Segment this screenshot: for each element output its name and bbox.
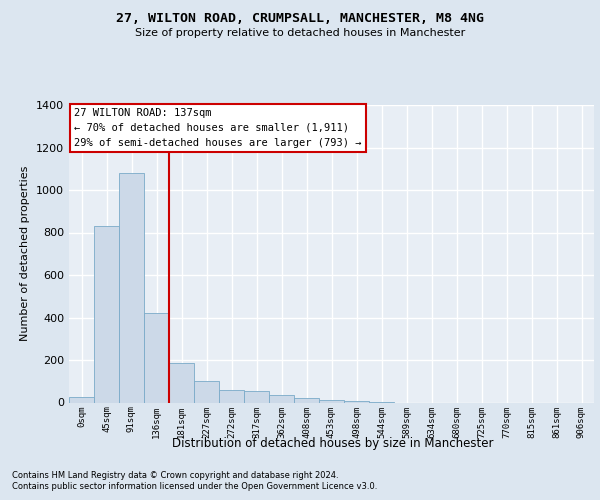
Bar	[244, 391, 269, 402]
Text: 27 WILTON ROAD: 137sqm
← 70% of detached houses are smaller (1,911)
29% of semi-: 27 WILTON ROAD: 137sqm ← 70% of detached…	[74, 108, 362, 148]
Bar	[119, 173, 144, 402]
Text: Contains HM Land Registry data © Crown copyright and database right 2024.: Contains HM Land Registry data © Crown c…	[12, 471, 338, 480]
Bar	[219, 390, 244, 402]
Text: Contains public sector information licensed under the Open Government Licence v3: Contains public sector information licen…	[12, 482, 377, 491]
Bar	[194, 381, 219, 402]
Bar	[294, 398, 319, 402]
Bar	[269, 395, 294, 402]
Text: 27, WILTON ROAD, CRUMPSALL, MANCHESTER, M8 4NG: 27, WILTON ROAD, CRUMPSALL, MANCHESTER, …	[116, 12, 484, 26]
Bar	[319, 400, 344, 402]
Text: Size of property relative to detached houses in Manchester: Size of property relative to detached ho…	[135, 28, 465, 38]
Text: Distribution of detached houses by size in Manchester: Distribution of detached houses by size …	[172, 438, 494, 450]
Bar	[69, 397, 94, 402]
Bar	[94, 226, 119, 402]
Y-axis label: Number of detached properties: Number of detached properties	[20, 166, 31, 342]
Bar	[169, 363, 194, 403]
Bar	[144, 313, 169, 402]
